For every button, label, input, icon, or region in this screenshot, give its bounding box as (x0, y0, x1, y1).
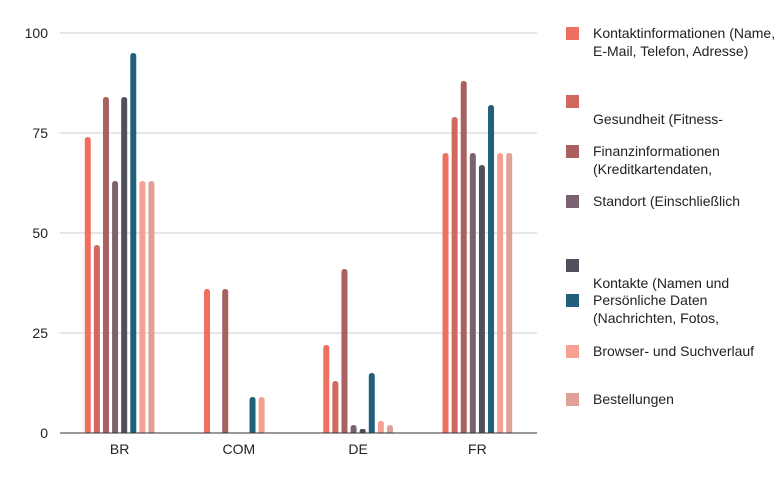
bar-de-7 (386, 425, 393, 433)
legend-label: Browser- und Suchverlauf (593, 343, 755, 359)
y-axis-ticks: 0 25 50 75 100 (25, 25, 49, 441)
bar-com-5 (249, 397, 256, 433)
legend-label: Bestellungen (593, 391, 674, 407)
bar-de-5 (368, 373, 375, 433)
bar-de-0 (323, 345, 330, 433)
bar-de-1 (332, 381, 339, 433)
legend-label: Gesundheit (Fitness- (593, 111, 723, 127)
bar-de-6 (377, 421, 384, 433)
x-tick-label: COM (223, 441, 256, 457)
legend-swatch (566, 27, 579, 40)
x-tick-label: FR (468, 441, 487, 457)
bar-de-3 (350, 425, 357, 433)
bars (84, 53, 513, 433)
legend-swatch (566, 345, 579, 358)
x-tick-label: DE (348, 441, 367, 457)
bar-br-7 (148, 181, 155, 433)
y-tick-label: 75 (32, 125, 48, 141)
x-axis-ticks: BR COM DE FR (110, 441, 487, 457)
bar-fr-7 (506, 153, 513, 433)
y-tick-label: 50 (32, 225, 48, 241)
bar-com-0 (204, 289, 211, 433)
bar-fr-6 (497, 153, 504, 433)
legend-swatch (566, 195, 579, 208)
legend-label: Persönliche Daten (Nachrichten, Fotos, (593, 292, 720, 326)
bar-br-6 (139, 181, 146, 433)
bar-br-4 (121, 97, 128, 433)
bar-com-2 (222, 289, 229, 433)
legend-swatch (566, 393, 579, 406)
legend-swatch (566, 294, 579, 307)
legend-swatch (566, 145, 579, 158)
bar-fr-3 (469, 153, 476, 433)
legend-label: Kontakte (Namen und (593, 275, 730, 291)
bar-fr-1 (451, 117, 458, 433)
bar-fr-4 (478, 165, 485, 433)
y-tick-label: 25 (32, 325, 48, 341)
y-tick-label: 0 (40, 425, 48, 441)
bar-de-2 (341, 269, 348, 433)
legend-label: Kontaktinformationen (Name, E-Mail, Tele… (593, 25, 776, 59)
bar-de-4 (359, 429, 366, 433)
x-tick-label: BR (110, 441, 129, 457)
bar-br-2 (102, 97, 109, 433)
legend-label: Finanzinformationen (Kreditkartendaten, (593, 143, 720, 177)
legend-label: Standort (Einschließlich (593, 193, 741, 209)
legend-swatch (566, 95, 579, 108)
y-tick-label: 100 (25, 25, 49, 41)
bar-fr-2 (460, 81, 467, 433)
bar-fr-0 (442, 153, 449, 433)
legend-swatch (566, 259, 579, 272)
bar-com-6 (258, 397, 265, 433)
bar-fr-5 (488, 105, 495, 433)
bar-br-1 (93, 245, 100, 433)
bar-br-0 (84, 137, 91, 433)
bar-br-5 (130, 53, 137, 433)
bar-br-3 (112, 181, 119, 433)
